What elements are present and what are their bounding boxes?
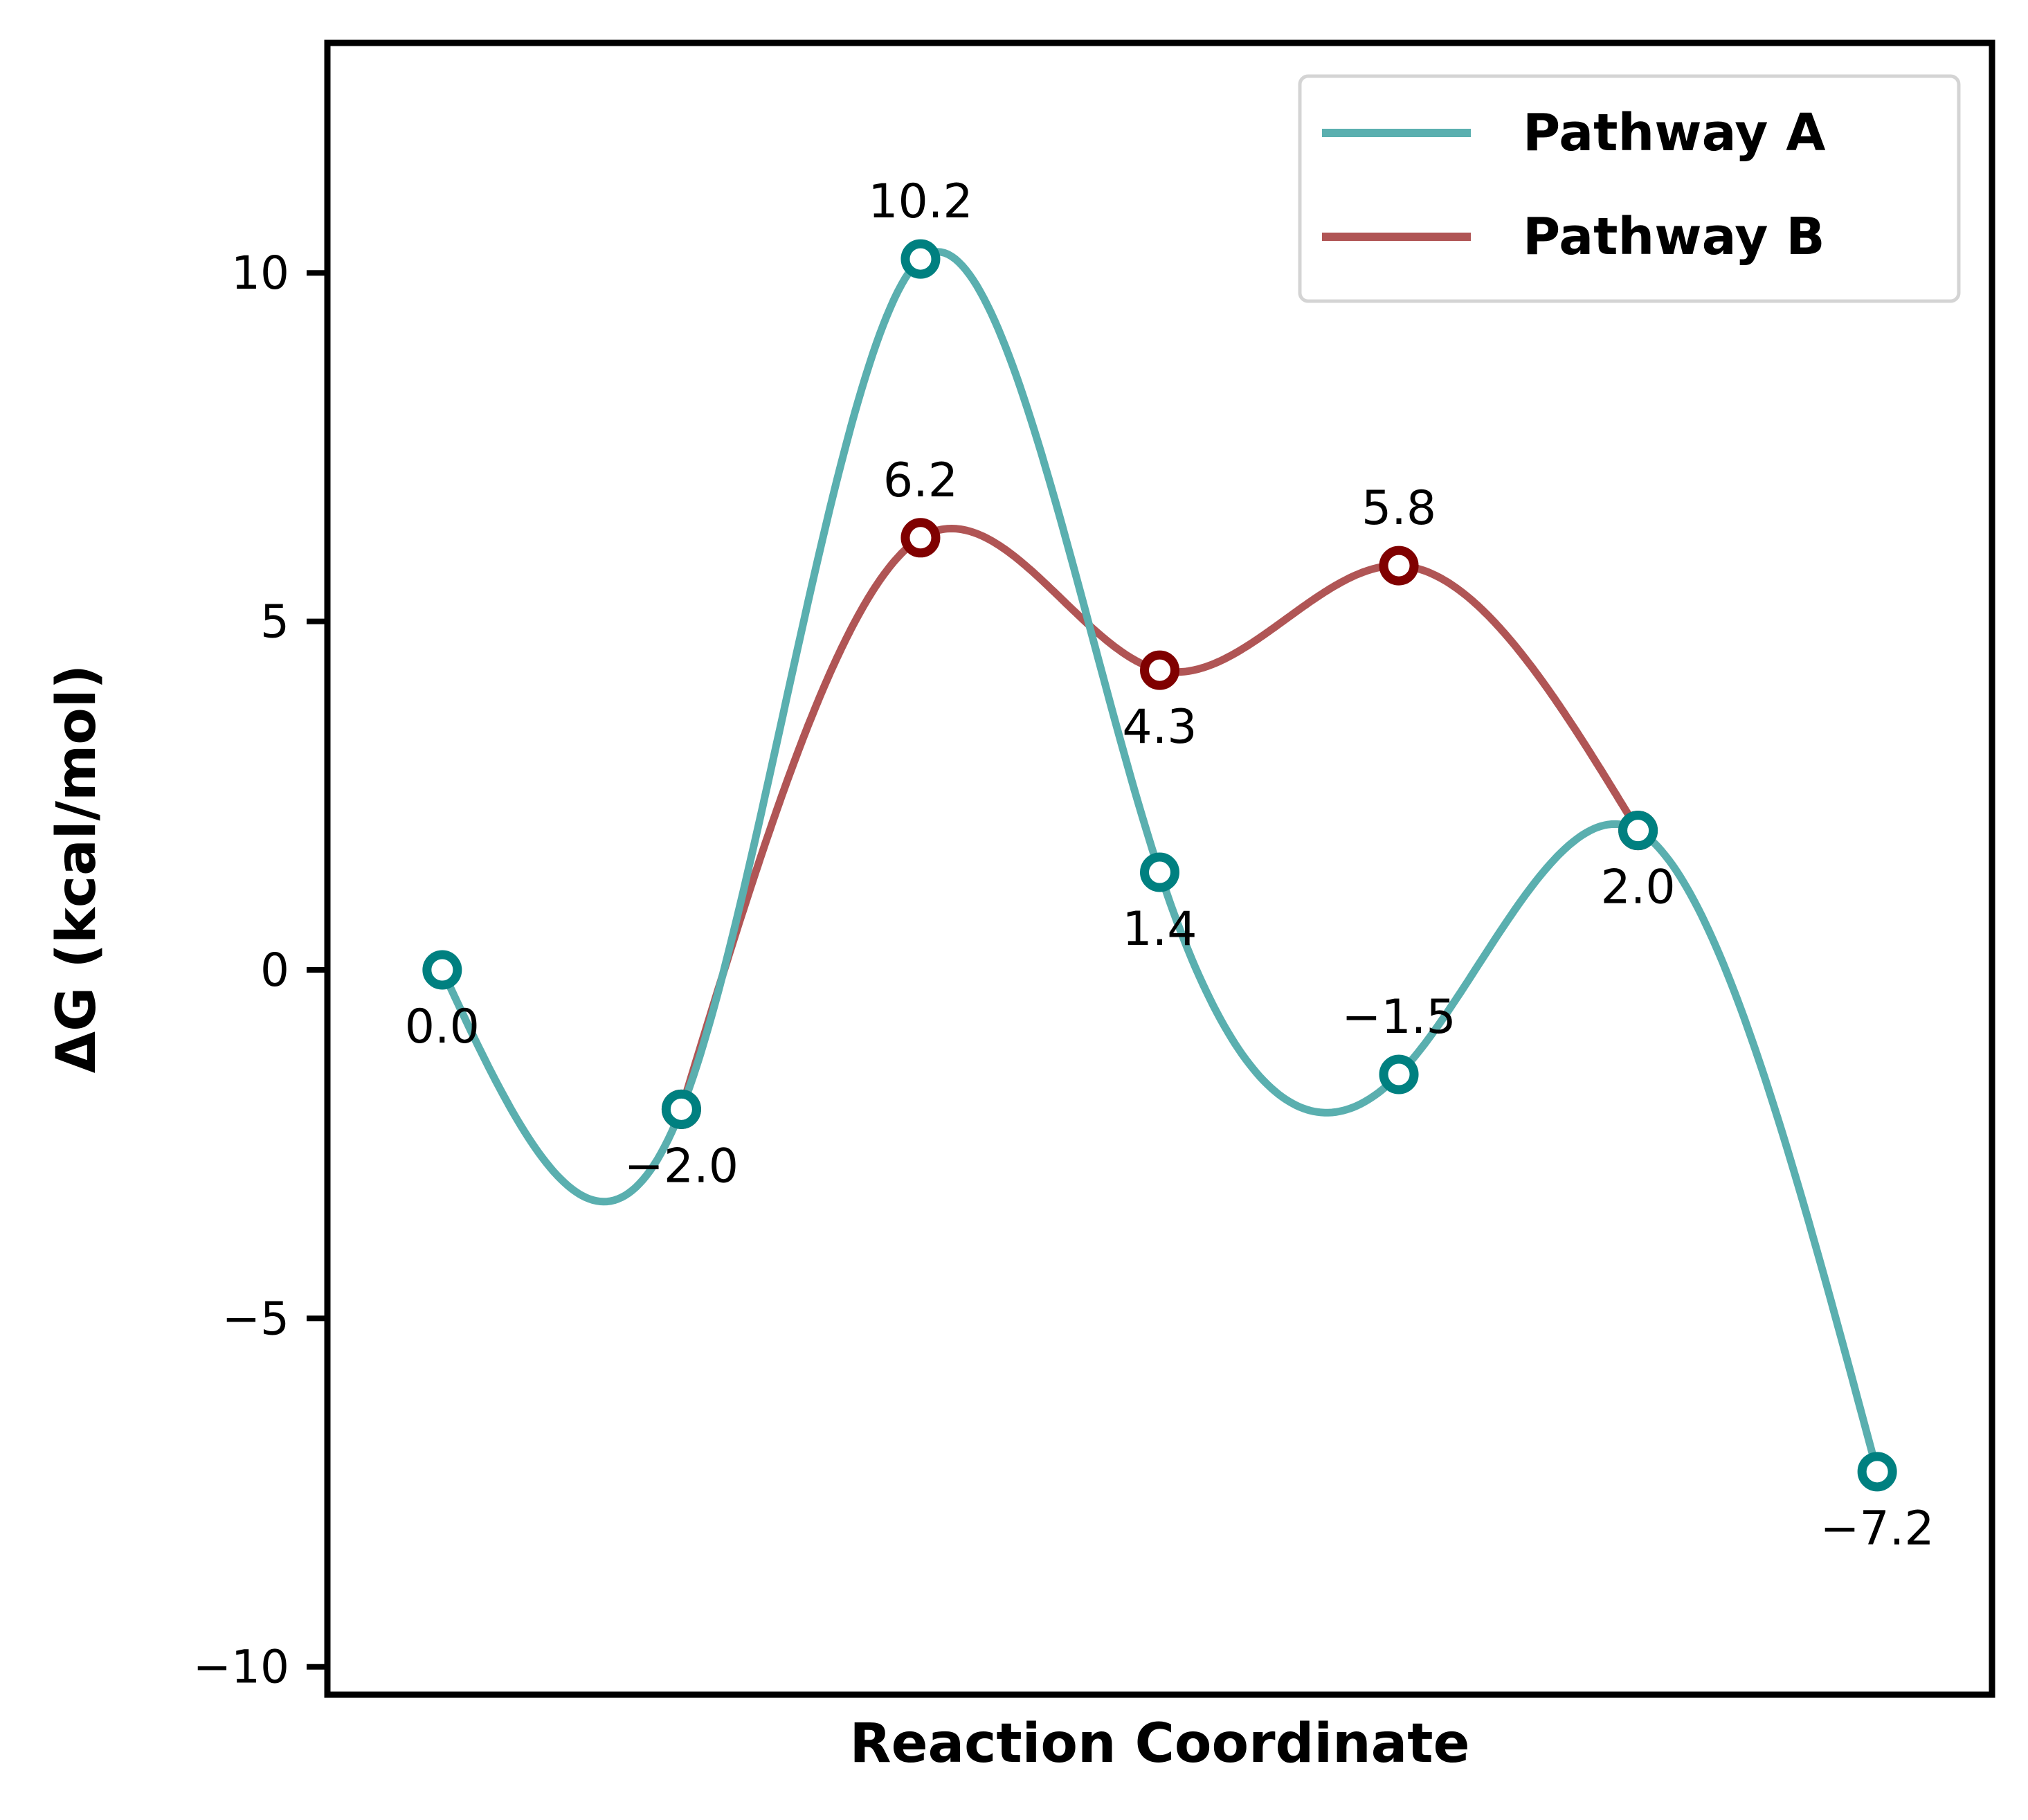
data-point-marker	[1140, 650, 1179, 690]
series-markers	[422, 239, 1897, 1492]
y-axis-ticks: 10 5 0 −5 −10	[193, 246, 327, 1694]
data-point-marker	[1618, 811, 1658, 851]
y-axis-title: ΔG (kcal/mol)	[46, 665, 108, 1073]
data-label: 2.0	[1601, 861, 1676, 915]
y-tick-label: 0	[260, 944, 289, 997]
y-tick-label: −10	[193, 1641, 289, 1694]
legend-label: Pathway B	[1523, 207, 1825, 267]
data-label: 10.2	[868, 174, 972, 229]
data-point-marker	[1379, 1054, 1419, 1094]
data-labels: 0.0 −2.0 10.2 1.4 −1.5 2.0 −7.2 6.2 4.3 5.8	[405, 174, 1935, 1556]
data-label: 6.2	[883, 453, 958, 508]
data-point-marker	[422, 950, 462, 990]
data-label: 0.0	[405, 1000, 480, 1054]
y-tick-label: 5	[260, 595, 289, 649]
legend: Pathway A Pathway B	[1298, 74, 1961, 303]
data-label: −7.2	[1820, 1502, 1935, 1556]
y-tick-label: −5	[222, 1292, 289, 1345]
data-label: 5.8	[1361, 481, 1436, 536]
data-label: 1.4	[1122, 902, 1197, 957]
data-point-marker	[661, 1089, 701, 1129]
data-point-marker	[1857, 1452, 1897, 1492]
x-axis-title: Reaction Coordinate	[850, 1713, 1470, 1775]
data-point-marker	[1379, 546, 1419, 586]
data-point-marker	[900, 518, 941, 558]
data-label: −1.5	[1341, 990, 1456, 1045]
data-label: 4.3	[1122, 700, 1197, 755]
data-label: −2.0	[624, 1139, 739, 1193]
series-line-pathway-b	[677, 525, 1642, 1113]
data-point-marker	[1140, 852, 1179, 892]
data-point-marker	[900, 239, 941, 279]
legend-label: Pathway A	[1523, 103, 1826, 163]
y-tick-label: 10	[231, 246, 289, 300]
plot-frame	[324, 39, 1995, 1698]
